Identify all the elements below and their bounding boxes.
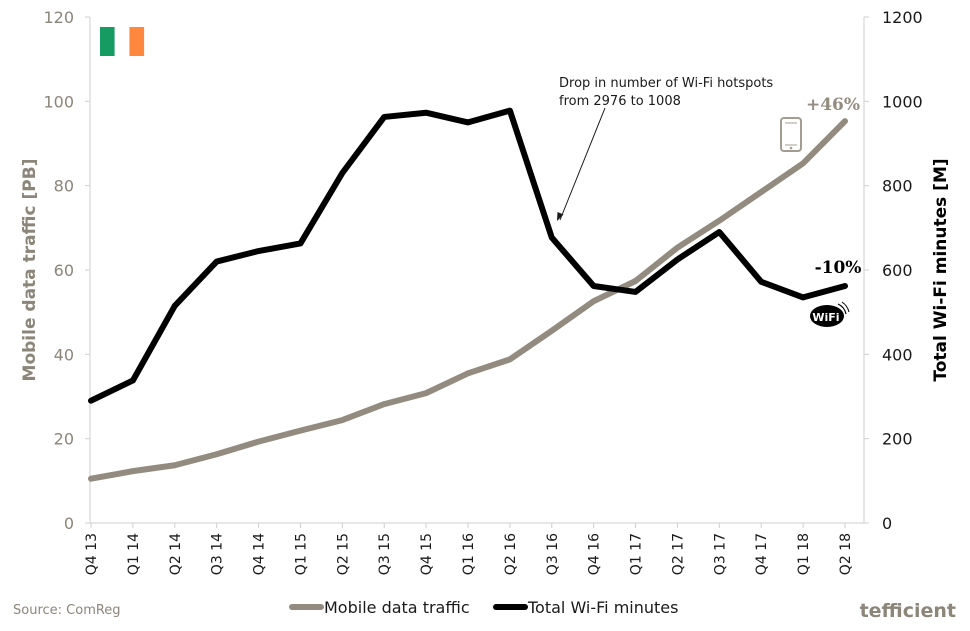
end-label-mobile: +46% (806, 95, 860, 115)
x-tick-label: Q4 17 (754, 533, 770, 575)
legend: Mobile data traffic Total Wi-Fi minutes (289, 598, 678, 617)
x-tick-label: Q2 15 (335, 533, 351, 575)
ireland-flag (100, 27, 145, 56)
left-tick-label: 120 (43, 8, 74, 27)
phone-icon (780, 117, 802, 152)
x-tick-label: Q2 17 (670, 533, 686, 575)
left-tick-label: 60 (54, 261, 74, 280)
left-axis-title: Mobile data traffic [PB] (20, 159, 40, 382)
right-tick-label: 200 (882, 430, 913, 449)
left-tick-label: 100 (43, 92, 74, 111)
series-line-mobile-data-traffic (88, 118, 848, 482)
left-tick-label: 0 (64, 514, 74, 533)
x-tick-label: Q4 13 (84, 533, 100, 575)
annotation-line-2: from 2976 to 1008 (559, 94, 681, 109)
right-axis-title: Total Wi-Fi minutes [M] (931, 158, 951, 381)
left-tick-label: 80 (54, 177, 74, 196)
right-tick-label: 1000 (882, 92, 923, 111)
x-tick-label: Q1 17 (629, 533, 645, 575)
x-tick-label: Q4 16 (587, 533, 603, 575)
annotation-arrow-head (557, 212, 564, 221)
x-axis-ticks: Q4 13 Q1 14 Q2 14 Q3 14 Q4 14 Q1 15 Q2 15 Q3 15… (84, 523, 854, 575)
x-tick-label: Q1 16 (461, 533, 477, 575)
annotation-arrow (559, 107, 606, 221)
brand-logo: tefficient (860, 600, 956, 622)
x-tick-label: Q3 16 (545, 533, 561, 575)
right-axis-ticks: 0 200 400 600 800 1000 1200 (864, 8, 923, 533)
x-tick-label: Q1 14 (126, 533, 142, 575)
wifi-icon-label: WiFi (812, 311, 839, 324)
left-axis-ticks: 0 20 40 60 80 100 120 (43, 8, 90, 533)
x-tick-label: Q2 14 (168, 533, 184, 575)
x-tick-label: Q4 15 (419, 533, 435, 575)
flag-stripe-white (114, 27, 130, 56)
x-tick-label: Q3 14 (210, 533, 226, 575)
flag-stripe-green (100, 27, 115, 56)
wifi-icon: WiFi (810, 301, 850, 327)
legend-label-wifi: Total Wi-Fi minutes (527, 598, 678, 617)
right-tick-label: 600 (882, 261, 913, 280)
right-tick-label: 400 (882, 345, 913, 364)
x-tick-label: Q2 16 (503, 533, 519, 575)
x-tick-label: Q2 18 (838, 533, 854, 575)
right-tick-label: 800 (882, 177, 913, 196)
x-tick-label: Q1 18 (796, 533, 812, 575)
x-tick-label: Q4 14 (252, 533, 268, 575)
right-tick-label: 1200 (882, 8, 923, 27)
flag-stripe-orange (129, 27, 145, 56)
end-label-wifi: -10% (815, 258, 862, 278)
x-tick-label: Q3 17 (712, 533, 728, 575)
annotation-line-1: Drop in number of Wi-Fi hotspots (559, 76, 773, 91)
left-tick-label: 20 (54, 430, 74, 449)
right-tick-label: 0 (882, 514, 892, 533)
series-line-total-wifi-minutes (88, 107, 848, 404)
left-tick-label: 40 (54, 345, 74, 364)
source-note: Source: ComReg (13, 603, 121, 618)
legend-label-mobile: Mobile data traffic (324, 598, 470, 617)
x-tick-label: Q1 15 (293, 533, 309, 575)
x-tick-label: Q3 15 (377, 533, 393, 575)
